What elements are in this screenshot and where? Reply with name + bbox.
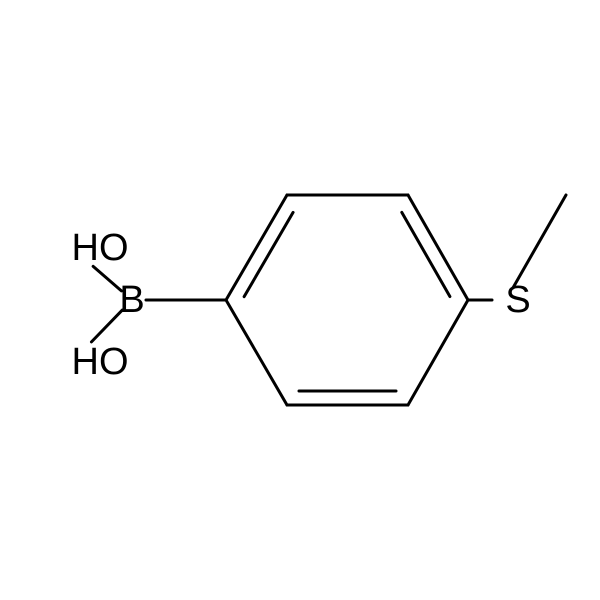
atom-label-S: S — [505, 279, 530, 321]
molecule-diagram: B HO HO S — [0, 0, 600, 600]
bond — [408, 195, 468, 300]
bond — [91, 310, 122, 342]
bond — [408, 300, 468, 405]
atom-label-O1: HO — [72, 227, 129, 269]
bond — [93, 266, 121, 290]
bond — [226, 300, 287, 405]
bond — [226, 195, 287, 300]
atom-label-O2: HO — [72, 341, 129, 383]
atom-label-B: B — [119, 279, 144, 321]
bond — [513, 195, 566, 288]
